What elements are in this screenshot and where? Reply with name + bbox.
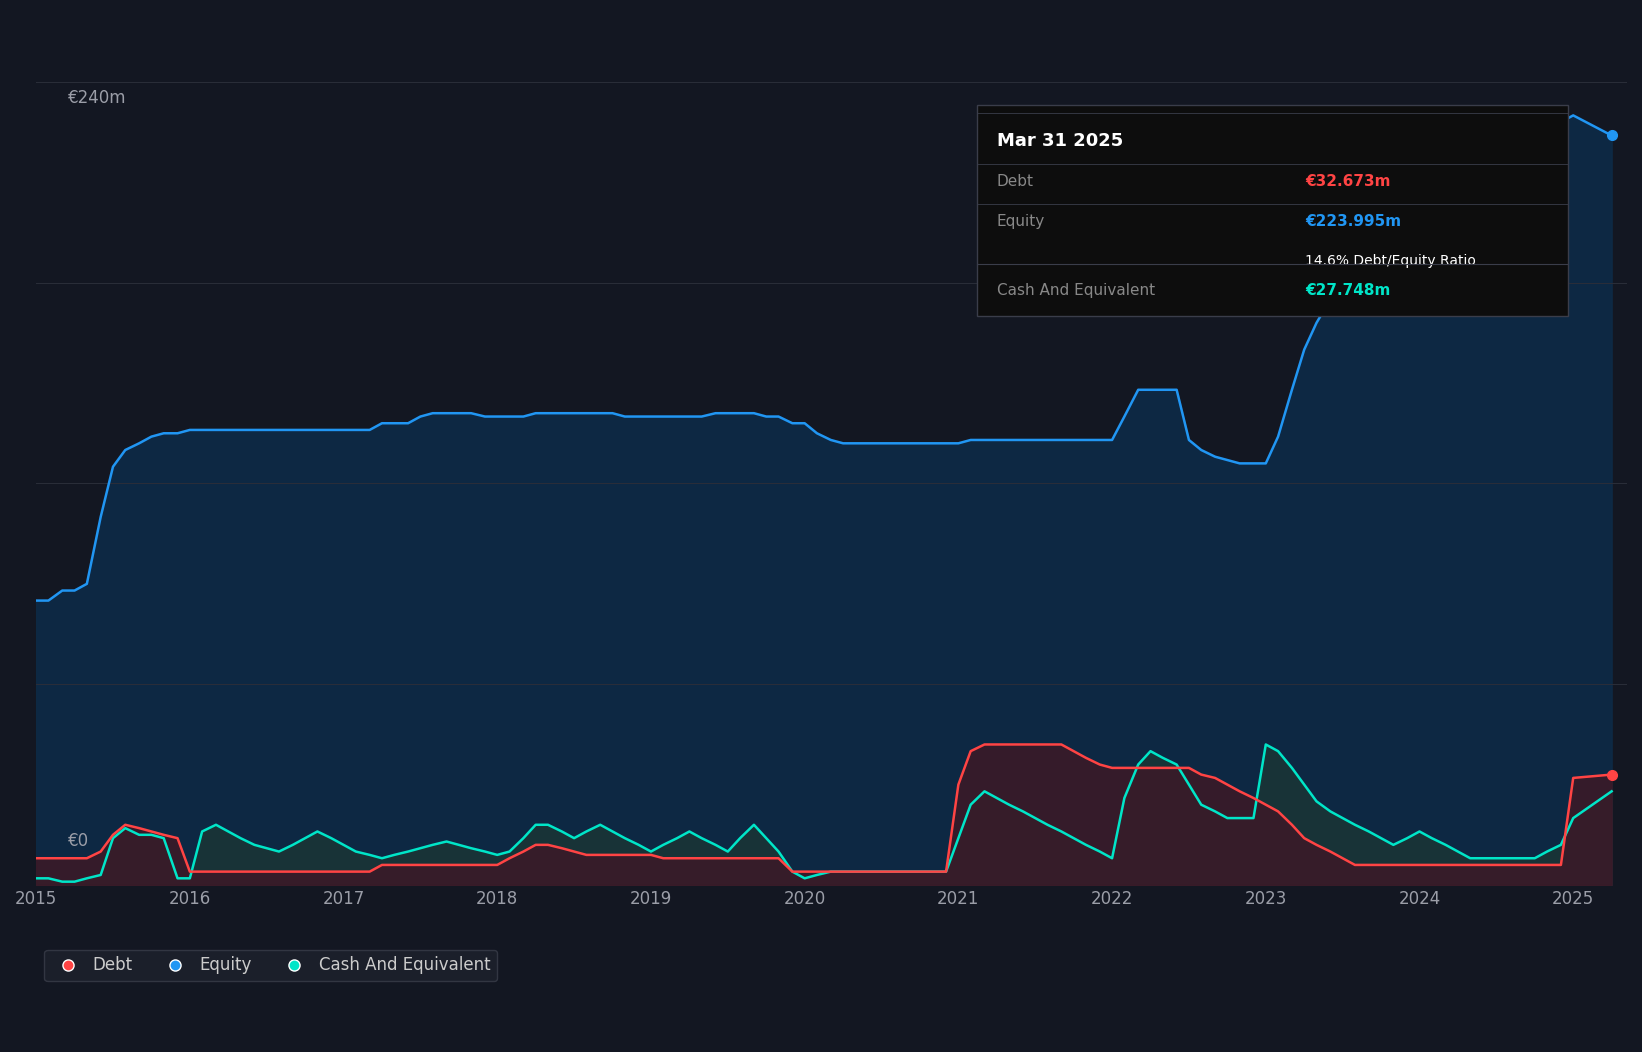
Text: €223.995m: €223.995m <box>1305 214 1402 228</box>
Text: €32.673m: €32.673m <box>1305 174 1391 188</box>
Text: €240m: €240m <box>67 89 126 107</box>
Legend: Debt, Equity, Cash And Equivalent: Debt, Equity, Cash And Equivalent <box>44 950 498 982</box>
Text: Mar 31 2025: Mar 31 2025 <box>997 132 1123 149</box>
Text: Cash And Equivalent: Cash And Equivalent <box>997 283 1154 298</box>
Text: €0: €0 <box>67 832 89 850</box>
Text: Equity: Equity <box>997 214 1044 228</box>
Text: 14.6% Debt/Equity Ratio: 14.6% Debt/Equity Ratio <box>1305 254 1476 267</box>
Text: €27.748m: €27.748m <box>1305 283 1391 298</box>
Text: Debt: Debt <box>997 174 1034 188</box>
